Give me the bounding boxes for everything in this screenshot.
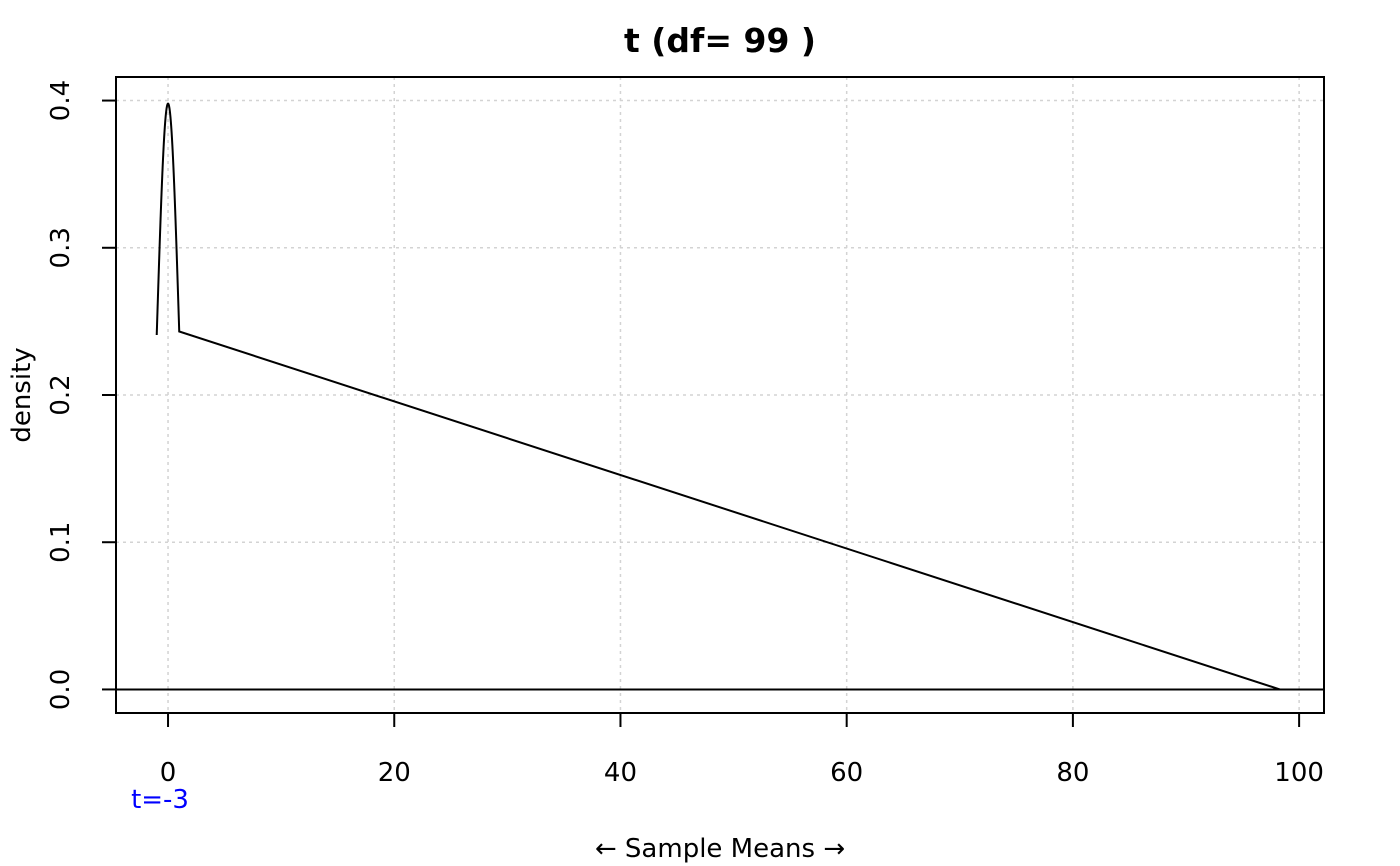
x-tick-label-1: 20 <box>378 758 411 788</box>
grid-lines <box>116 77 1324 713</box>
x-tick-label-2: 40 <box>604 758 637 788</box>
y-axis: 0.0 0.1 0.2 0.3 0.4 <box>46 80 117 710</box>
chart-title: t (df= 99 ) <box>624 21 816 60</box>
y-tick-label-0: 0.0 <box>46 669 76 710</box>
y-tick-label-1: 0.1 <box>46 522 76 563</box>
x-tick-label-5: 100 <box>1274 758 1324 788</box>
x-axis-title: ← Sample Means → <box>595 834 845 864</box>
y-tick-label-2: 0.2 <box>46 374 76 415</box>
y-tick-label-3: 0.3 <box>46 227 76 268</box>
x-tick-label-3: 60 <box>830 758 863 788</box>
t-annotation: t=-3 <box>131 785 189 815</box>
x-axis: 0 20 40 60 80 100 <box>160 712 1324 788</box>
x-tick-label-4: 80 <box>1056 758 1089 788</box>
x-tick-label-0: 0 <box>160 758 177 788</box>
y-axis-title: density <box>7 347 37 442</box>
y-tick-label-4: 0.4 <box>46 80 76 121</box>
density-curve <box>155 102 1281 691</box>
